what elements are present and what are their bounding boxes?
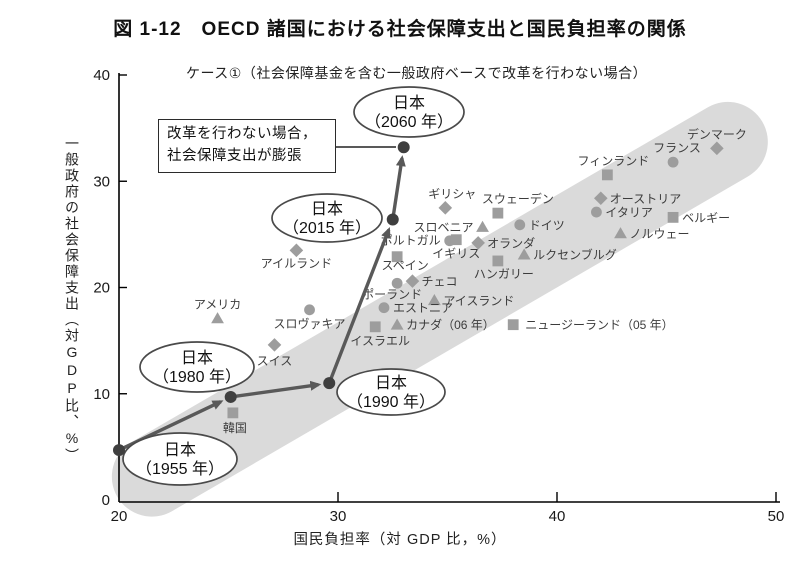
country-marker-square (450, 234, 462, 246)
japan-year-ellipse (271, 193, 383, 243)
y-tick-label: 10 (93, 386, 110, 403)
japan-point-dot (397, 141, 410, 154)
japan-ellipse-label: （1980 年） (153, 368, 241, 386)
country-label: ノルウェー (630, 227, 690, 241)
y-tick-label: 30 (93, 173, 110, 190)
country-label: アイスランド (443, 294, 514, 308)
country-label: ドイツ (529, 218, 565, 232)
country-marker-triangle (476, 220, 489, 232)
country-marker-circle (378, 302, 390, 314)
trend-band (111, 101, 768, 517)
country-marker-diamond (405, 274, 420, 288)
country-marker-triangle (427, 294, 441, 306)
country-marker-diamond (289, 243, 304, 258)
country-label: ニュージーランド（05 年） (525, 318, 673, 332)
country-label: スペイン (382, 259, 429, 273)
country-label: アメリカ (194, 297, 241, 311)
y-tick-label: 20 (93, 280, 110, 297)
y-tick-label: 0 (102, 492, 110, 509)
figure-title: 図 1-12 OECD 諸国における社会保障支出と国民負担率の関係 (113, 19, 687, 40)
country-label: スイス (257, 354, 293, 368)
country-label: ギリシャ (428, 187, 476, 201)
japan-point-dot (386, 213, 399, 226)
japan-ellipse-label: 日本 (311, 200, 343, 218)
country-marker-diamond (438, 201, 453, 215)
japan-ellipse-label: 日本 (393, 94, 425, 112)
x-tick-label: 40 (549, 508, 566, 525)
country-label: チェコ (421, 275, 457, 289)
country-label: オーストリア (610, 192, 681, 206)
country-label: スロベニア (414, 220, 474, 234)
country-marker-circle (514, 219, 526, 231)
japan-ellipse-label: 日本 (164, 441, 196, 459)
country-label: イタリア (605, 206, 653, 220)
country-marker-square (227, 407, 239, 419)
country-label: ポルトガル (381, 233, 441, 247)
x-tick-label: 20 (111, 508, 128, 525)
country-marker-square (601, 169, 613, 181)
country-label: ルクセンブルグ (533, 247, 617, 262)
country-marker-diamond (471, 236, 485, 250)
country-label: エストニア (393, 301, 453, 315)
country-marker-square (369, 321, 381, 333)
country-label: スロヴァキア (274, 316, 346, 331)
japan-year-ellipse (336, 368, 446, 416)
japan-ellipse-label: 日本 (181, 349, 213, 367)
country-marker-square (667, 211, 679, 223)
country-marker-triangle (211, 312, 224, 324)
country-label: イギリス (432, 247, 480, 261)
japan-ellipse-label: 日本 (375, 374, 407, 392)
japan-ellipse-label: （1990 年） (347, 393, 435, 411)
country-marker-triangle (517, 248, 531, 260)
country-label: 韓国 (223, 421, 247, 435)
japan-trajectory-arrow (327, 226, 391, 384)
country-marker-square (492, 255, 504, 267)
japan-ellipse-label: （1955 年） (136, 460, 224, 478)
country-marker-circle (667, 156, 679, 168)
japan-point-dot (323, 377, 336, 390)
country-label: イスラエル (350, 334, 410, 348)
y-axis-title: 一般政府の社会保障支出（対GDP比、%） (64, 136, 80, 464)
country-marker-circle (591, 206, 602, 218)
x-tick-label: 50 (768, 508, 785, 525)
annotation-box: 改革を行わない場合， 社会保障支出が膨張 (158, 119, 336, 173)
country-label: デンマーク (687, 126, 747, 141)
japan-trajectory-arrow (230, 380, 322, 399)
chart-subtitle: ケース①（社会保障基金を含む一般政府ベースで改革を行わない場合） (186, 65, 648, 81)
country-label: オランダ (487, 235, 535, 250)
japan-point-dot (113, 444, 125, 457)
japan-year-ellipse (353, 86, 465, 138)
japan-year-ellipse (139, 341, 255, 393)
country-label: カナダ（06 年） (406, 317, 495, 332)
country-marker-circle (304, 304, 315, 316)
japan-point-dot (224, 390, 237, 403)
country-marker-diamond (710, 141, 724, 156)
japan-trajectory-arrow (391, 155, 406, 220)
country-label: スウェーデン (482, 191, 554, 206)
x-tick-label: 30 (330, 508, 347, 525)
country-marker-diamond (267, 338, 282, 352)
japan-ellipse-label: （2060 年） (365, 113, 453, 131)
country-marker-triangle (614, 227, 627, 239)
country-label: ベルギー (682, 211, 730, 225)
japan-ellipse-label: （2015 年） (283, 219, 371, 237)
country-marker-circle (391, 277, 403, 289)
country-marker-diamond (594, 191, 608, 206)
annotation-line-1: 改革を行わない場合， (167, 126, 317, 142)
japan-year-ellipse (122, 432, 238, 486)
country-marker-square (492, 207, 504, 219)
country-marker-square (391, 251, 403, 263)
country-label: ポーランド (362, 287, 422, 301)
country-marker-square (507, 319, 519, 331)
x-axis-title: 国民負担率（対 GDP 比，%） (293, 532, 507, 548)
annotation-line-2: 社会保障支出が膨張 (167, 147, 302, 164)
country-label: アイルランド (261, 256, 332, 270)
country-marker-triangle (390, 318, 404, 330)
country-label: フィンランド (577, 154, 649, 168)
country-label: ハンガリー (474, 267, 534, 281)
y-tick-label: 40 (93, 67, 110, 84)
country-label: フランス (653, 141, 701, 155)
